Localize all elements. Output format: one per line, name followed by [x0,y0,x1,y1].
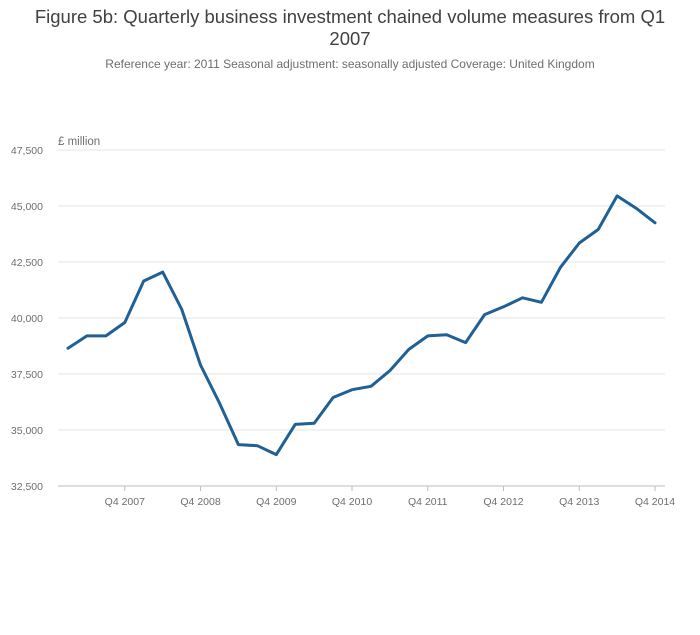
y-tick-label: 32,500 [11,481,43,493]
series-line [66,194,657,457]
y-axis-ticks: 32,500 35,000 37,500 40,000 42,500 45,000 47,5… [11,145,43,493]
x-tick-label: Q4 2011 [408,496,448,508]
y-axis-label: £ million [58,136,101,148]
gridlines [58,149,665,487]
y-tick-label: 45,000 [11,201,43,213]
x-tick-label: Q4 2014 [635,496,675,508]
y-tick-label: 40,000 [11,313,43,325]
x-tick-label: Q4 2008 [180,496,220,508]
x-tick-label: Q4 2010 [332,496,372,508]
x-tick-label: Q4 2009 [256,496,296,508]
x-tick-label: Q4 2013 [559,496,599,508]
y-tick-label: 42,500 [11,257,43,269]
x-tick-label: Q4 2012 [483,496,523,508]
x-tick-label: Q4 2007 [105,496,145,508]
y-tick-label: 35,000 [11,425,43,437]
chart-title: Figure 5b: Quarterly business investment… [34,6,666,49]
x-axis-ticks: Q4 2007 Q4 2008 Q4 2009 Q4 2010 Q4 2011 Q4 20… [105,486,675,508]
y-tick-label: 47,500 [11,145,43,157]
y-tick-label: 37,500 [11,369,43,381]
chart-subtitle: Reference year: 2011 Seasonal adjustment… [105,57,595,71]
